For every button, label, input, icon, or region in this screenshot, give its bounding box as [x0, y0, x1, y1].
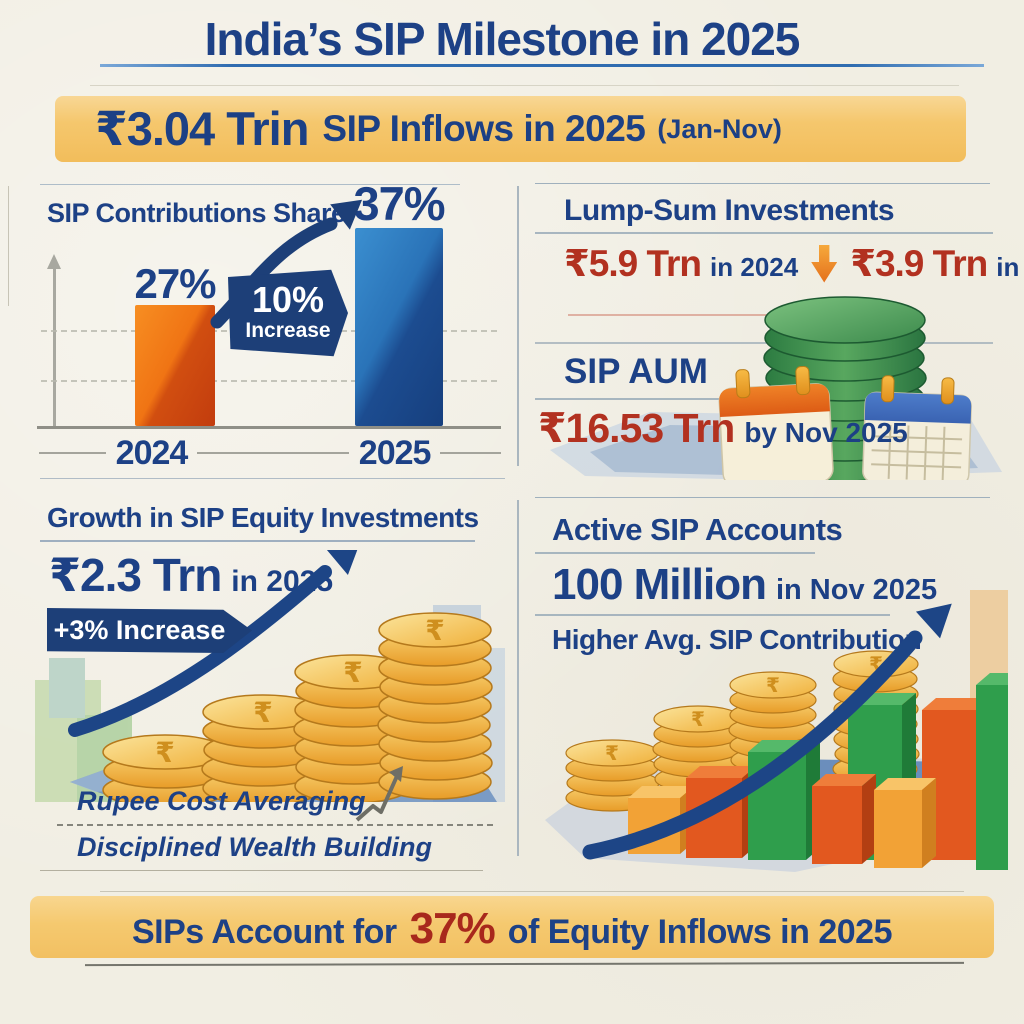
decline-arrow-icon — [811, 244, 838, 283]
y-axis-arrow-icon — [47, 254, 61, 269]
panel-sip-contributions-share: SIP Contributions Share 27% 37% 10% Incr… — [35, 177, 505, 480]
panel-heading: Active SIP Accounts — [552, 512, 843, 547]
heading-underline — [535, 232, 993, 234]
divider-line — [100, 891, 964, 892]
heading-underline — [535, 398, 770, 400]
divider-line — [535, 497, 990, 498]
svg-text:₹: ₹ — [766, 675, 780, 697]
sip-aum-stats: ₹16.53 Trn by Nov 2025 — [538, 404, 908, 452]
x-axis — [37, 426, 501, 429]
divider-line — [535, 183, 990, 184]
dashed-divider — [57, 824, 493, 826]
divider-line — [535, 614, 890, 616]
headline-label: SIP Inflows in 2025 — [322, 108, 646, 149]
divider-line — [40, 184, 460, 185]
lump-sum-stats: ₹5.9 Trn in 2024 ₹3.9 Trn in 2025 — [564, 242, 1024, 285]
svg-text:₹: ₹ — [691, 709, 705, 731]
aum-amount: ₹16.53 Trn — [538, 405, 735, 451]
heading-underline — [40, 540, 475, 542]
title-underline — [100, 64, 984, 67]
caption-disciplined-wealth: Disciplined Wealth Building — [77, 832, 433, 862]
growth-arrow-icon — [68, 550, 360, 737]
y-axis — [53, 268, 56, 426]
bar-value-2025: 37% — [353, 177, 445, 230]
rupee-coin-symbols: ₹ ₹ ₹ ₹ — [155, 615, 444, 768]
bar-2024 — [135, 305, 215, 426]
svg-text:₹: ₹ — [605, 743, 619, 765]
bar-green-right — [976, 673, 1008, 870]
increase-badge: 10% Increase — [228, 269, 348, 357]
growth-arrow-icon — [582, 603, 952, 860]
footer-suffix: of Equity Inflows in 2025 — [507, 913, 893, 951]
contribution-note: Higher Avg. SIP Contribution — [552, 624, 922, 655]
footer-banner: SIPs Account for 37% of Equity Inflows i… — [30, 896, 994, 958]
aum-suffix: by Nov 2025 — [744, 417, 908, 448]
divider-line — [568, 314, 923, 316]
rising-coin-stacks-illustration: ₹ ₹ ₹ ₹ — [35, 550, 505, 802]
divider-line — [535, 342, 993, 344]
panel-sip-equity-growth: Growth in SIP Equity Investments ₹2.3 Tr… — [35, 490, 505, 875]
panel-heading: Lump-Sum Investments — [564, 194, 895, 227]
divider-line — [40, 478, 505, 479]
blue-calendar-icon — [862, 375, 972, 480]
bar-value-2024: 27% — [134, 260, 216, 307]
panel-lump-sum-investments: Lump-Sum Investments ₹5.9 Trn in 2024 ₹3… — [530, 180, 1024, 480]
divider-line — [8, 186, 9, 306]
stat-2024-suffix: in 2024 — [710, 252, 799, 282]
badge-label: Increase — [245, 319, 331, 343]
x-axis-labels: 2024 2025 — [35, 432, 505, 474]
vertical-divider — [517, 186, 519, 466]
bar-orange-4 — [812, 774, 876, 864]
equity-stats: ₹2.3 Trn in 2025 — [49, 548, 333, 602]
axis-tick-line — [39, 452, 106, 454]
svg-text:₹: ₹ — [155, 737, 174, 768]
page-title: India’s SIP Milestone in 2025 — [204, 13, 801, 65]
sparkline-arrow-icon — [355, 766, 403, 822]
stat-2025-amount: ₹3.9 Trn — [850, 243, 988, 284]
coin-stacks — [102, 612, 493, 802]
bar-2025 — [355, 228, 443, 426]
sip-aum-heading: SIP AUM — [564, 352, 708, 391]
equity-amount: ₹2.3 Trn — [49, 549, 222, 601]
stat-2024-amount: ₹5.9 Trn — [564, 243, 702, 284]
vertical-divider — [517, 500, 519, 856]
badge-value: 10% — [251, 279, 325, 321]
divider-line — [84, 961, 965, 967]
headline-period: (Jan-Nov) — [657, 113, 782, 144]
x-label-2025: 2025 — [358, 433, 432, 472]
increase-badge: +3% Increase — [47, 608, 252, 653]
coins-bar-chart-illustration: ₹ ₹ ₹ ₹ — [545, 590, 1008, 872]
accounts-suffix: in Nov 2025 — [775, 574, 938, 606]
headline-banner: ₹3.04 Trin SIP Inflows in 2025 (Jan-Nov) — [55, 96, 966, 162]
svg-text:₹: ₹ — [343, 657, 362, 688]
headline-amount: ₹3.04 Trin — [95, 102, 309, 155]
x-label-2024: 2024 — [115, 433, 189, 472]
axis-tick-line — [197, 452, 349, 454]
gridline — [41, 380, 497, 382]
panel-heading: SIP Contributions Share — [47, 198, 346, 228]
caption-rupee-cost-averaging: Rupee Cost Averaging — [77, 786, 366, 816]
divider-line — [90, 85, 959, 86]
panel-heading: Growth in SIP Equity Investments — [47, 502, 479, 533]
axis-tick-line — [440, 452, 502, 454]
divider-line — [40, 870, 483, 871]
stat-2025-suffix: in 2025 — [996, 252, 1024, 282]
heading-underline — [535, 552, 815, 554]
footer-highlight: 37% — [409, 904, 496, 953]
svg-text:₹: ₹ — [253, 697, 272, 728]
svg-text:₹: ₹ — [425, 615, 444, 646]
orange-calendar-icon — [718, 366, 834, 480]
coin-stack-calendar-illustration — [550, 296, 1002, 480]
bar-amber-5 — [874, 778, 936, 868]
panel-active-sip-accounts: Active SIP Accounts 100 Million in Nov 2… — [530, 490, 1008, 880]
accounts-amount: 100 Million — [552, 560, 767, 609]
accounts-stats: 100 Million in Nov 2025 — [552, 560, 937, 610]
footer-prefix: SIPs Account for — [132, 913, 397, 951]
